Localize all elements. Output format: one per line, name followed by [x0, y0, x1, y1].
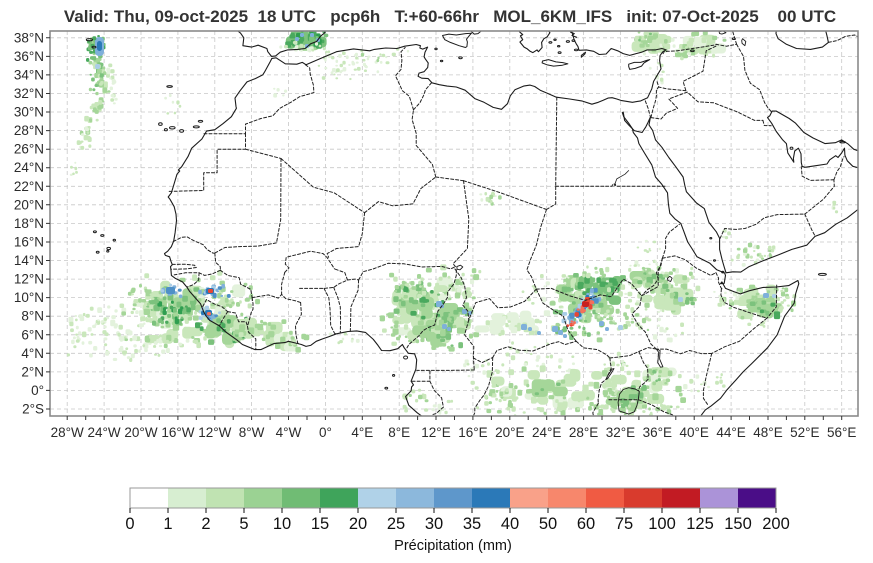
svg-text:24°W: 24°W — [88, 425, 121, 440]
svg-text:14°N: 14°N — [14, 253, 44, 268]
svg-text:12°E: 12°E — [421, 425, 450, 440]
svg-text:18°N: 18°N — [14, 216, 44, 231]
svg-text:150: 150 — [724, 515, 752, 533]
svg-text:25: 25 — [387, 515, 405, 533]
svg-text:0°: 0° — [31, 383, 44, 398]
svg-text:2°S: 2°S — [22, 402, 44, 417]
svg-text:2°N: 2°N — [21, 364, 44, 379]
svg-text:60: 60 — [577, 515, 595, 533]
svg-text:0: 0 — [125, 515, 134, 533]
svg-text:38°N: 38°N — [14, 30, 44, 45]
svg-text:16°E: 16°E — [458, 425, 487, 440]
svg-text:4°E: 4°E — [351, 425, 373, 440]
svg-text:2: 2 — [201, 515, 210, 533]
svg-text:50: 50 — [539, 515, 557, 533]
svg-text:52°E: 52°E — [790, 425, 819, 440]
svg-text:100: 100 — [648, 515, 676, 533]
svg-text:0°: 0° — [319, 425, 332, 440]
svg-text:56°E: 56°E — [827, 425, 856, 440]
svg-text:40°E: 40°E — [679, 425, 708, 440]
svg-text:200: 200 — [762, 515, 790, 533]
svg-text:15: 15 — [311, 515, 329, 533]
svg-text:4°N: 4°N — [21, 346, 44, 361]
svg-text:4°W: 4°W — [276, 425, 302, 440]
svg-text:30°N: 30°N — [14, 105, 44, 120]
svg-text:48°E: 48°E — [753, 425, 782, 440]
svg-text:24°N: 24°N — [14, 160, 44, 175]
svg-text:1: 1 — [163, 515, 172, 533]
svg-text:28°N: 28°N — [14, 123, 44, 138]
svg-text:75: 75 — [615, 515, 633, 533]
svg-text:28°W: 28°W — [51, 425, 84, 440]
svg-text:20°W: 20°W — [124, 425, 157, 440]
svg-text:34°N: 34°N — [14, 67, 44, 82]
svg-text:6°N: 6°N — [21, 327, 44, 342]
svg-text:16°W: 16°W — [161, 425, 194, 440]
svg-text:10: 10 — [273, 515, 291, 533]
svg-text:44°E: 44°E — [716, 425, 745, 440]
svg-text:35: 35 — [463, 515, 481, 533]
svg-text:22°N: 22°N — [14, 179, 44, 194]
svg-text:32°E: 32°E — [606, 425, 635, 440]
svg-text:36°N: 36°N — [14, 49, 44, 64]
svg-text:20°N: 20°N — [14, 197, 44, 212]
svg-text:12°N: 12°N — [14, 272, 44, 287]
svg-text:28°E: 28°E — [569, 425, 598, 440]
svg-text:20°E: 20°E — [495, 425, 524, 440]
svg-text:20: 20 — [349, 515, 367, 533]
svg-text:32°N: 32°N — [14, 86, 44, 101]
svg-text:8°W: 8°W — [239, 425, 265, 440]
svg-text:10°N: 10°N — [14, 290, 44, 305]
svg-text:16°N: 16°N — [14, 235, 44, 250]
svg-text:30: 30 — [425, 515, 443, 533]
svg-text:8°N: 8°N — [21, 309, 44, 324]
svg-text:36°E: 36°E — [643, 425, 672, 440]
svg-text:5: 5 — [239, 515, 248, 533]
svg-text:12°W: 12°W — [198, 425, 231, 440]
svg-text:40: 40 — [501, 515, 519, 533]
svg-text:125: 125 — [686, 515, 714, 533]
svg-text:24°E: 24°E — [532, 425, 561, 440]
svg-text:26°N: 26°N — [14, 142, 44, 157]
svg-text:Valid: Thu, 09-oct-2025 18 UT: Valid: Thu, 09-oct-2025 18 UTC pcp6h T:+… — [64, 7, 836, 26]
svg-text:8°E: 8°E — [388, 425, 410, 440]
svg-text:Précipitation (mm): Précipitation (mm) — [394, 538, 512, 554]
